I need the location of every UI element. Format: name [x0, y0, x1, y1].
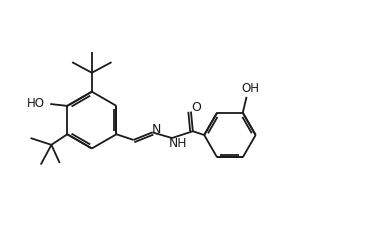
Text: N: N — [151, 123, 161, 136]
Text: O: O — [191, 101, 201, 114]
Text: HO: HO — [27, 97, 45, 110]
Text: OH: OH — [241, 82, 259, 95]
Text: NH: NH — [169, 137, 187, 150]
